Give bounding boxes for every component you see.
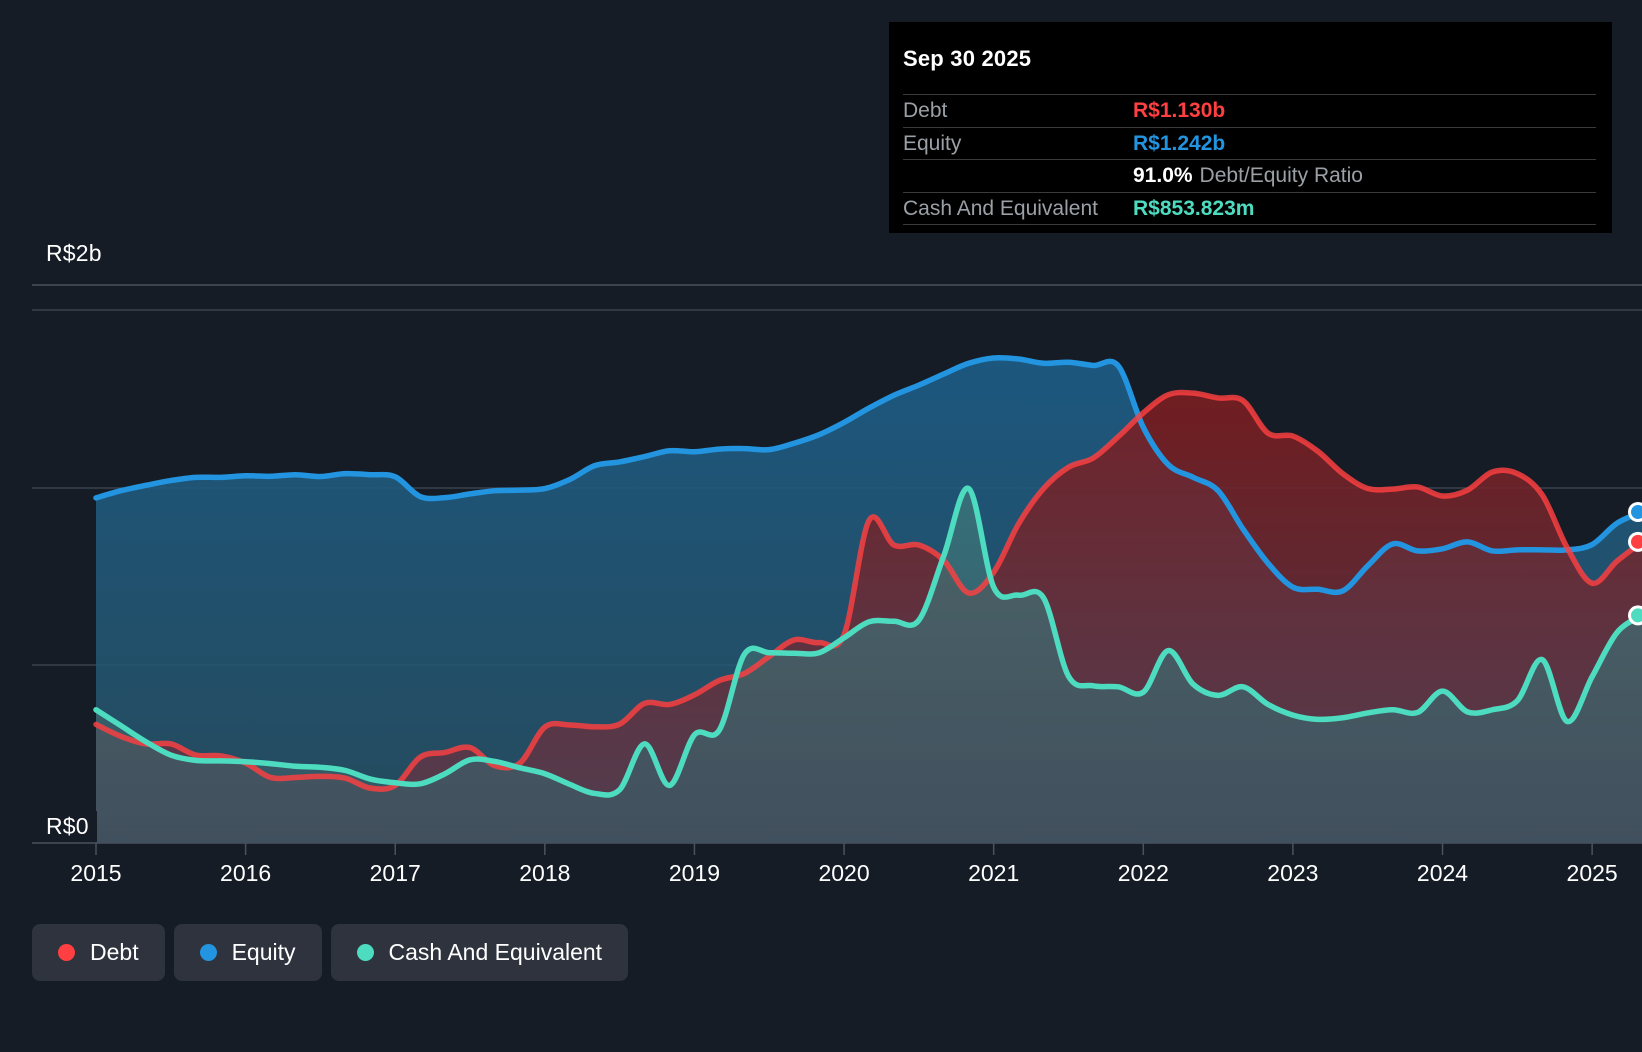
x-axis-tick-2023: 2023 — [1267, 860, 1319, 886]
x-axis-tick-2021: 2021 — [968, 860, 1020, 886]
tooltip-row-ratio: 91.0% Debt/Equity Ratio — [903, 159, 1596, 191]
legend-label: Cash And Equivalent — [388, 939, 603, 965]
y-axis-label-top: R$2b — [46, 238, 110, 269]
x-axis-tick-2015: 2015 — [70, 860, 122, 886]
x-axis-tick-2019: 2019 — [668, 860, 721, 886]
tooltip-ratio-value: 91.0% — [1133, 163, 1193, 187]
legend-label: Debt — [90, 939, 139, 965]
legend-dot-icon — [199, 944, 217, 961]
tooltip-cash-value: R$853.823m — [1133, 196, 1255, 220]
tooltip-bottom-divider — [903, 224, 1596, 225]
x-axis-tick-2022: 2022 — [1117, 860, 1169, 886]
tooltip-equity-value: R$1.242b — [1133, 131, 1226, 155]
end-markers — [1628, 502, 1642, 626]
tooltip-row-debt: Debt R$1.130b — [903, 94, 1596, 126]
x-axis-tick-2018: 2018 — [519, 860, 571, 886]
legend-item-debt[interactable]: Debt — [32, 924, 165, 981]
tooltip-row-equity: Equity R$1.242b — [903, 127, 1596, 159]
x-axis-tick-2024: 2024 — [1416, 860, 1469, 886]
x-axis-tick-2017: 2017 — [369, 860, 421, 886]
chart-svg — [32, 284, 1642, 855]
legend-item-cash-and-equivalent[interactable]: Cash And Equivalent — [330, 924, 629, 981]
tooltip-date: Sep 30 2025 — [903, 46, 1032, 71]
tooltip-ratio-label: Debt/Equity Ratio — [1199, 163, 1363, 187]
x-axis-tick-2016: 2016 — [220, 860, 272, 886]
x-axis-tick-2025: 2025 — [1566, 860, 1618, 886]
legend-dot-icon — [356, 944, 374, 961]
series-areas — [93, 354, 1642, 843]
x-axis-tick-2020: 2020 — [818, 860, 870, 886]
tooltip-cash-label: Cash And Equivalent — [903, 196, 1098, 220]
y-axis-label-bottom: R$0 — [46, 811, 97, 842]
tooltip-row-cash: Cash And Equivalent R$853.823m — [903, 192, 1596, 224]
tooltip-equity-label: Equity — [903, 131, 962, 155]
chart-plot-area[interactable]: R$2b R$0 2015 2016 2017 2018 2019 2020 2021 202… — [0, 0, 1642, 900]
x-axis-ticks — [95, 843, 1593, 855]
legend-dot-icon — [58, 944, 75, 961]
tooltip-card: Sep 30 2025 Debt R$1.130b Equity R$1.242… — [889, 22, 1612, 233]
chart-legend: Debt Equity Cash And Equivalent — [32, 924, 629, 981]
legend-label: Equity — [231, 939, 296, 965]
tooltip-debt-label: Debt — [903, 98, 948, 122]
tooltip-debt-value: R$1.130b — [1133, 98, 1226, 122]
legend-item-equity[interactable]: Equity — [173, 924, 322, 981]
